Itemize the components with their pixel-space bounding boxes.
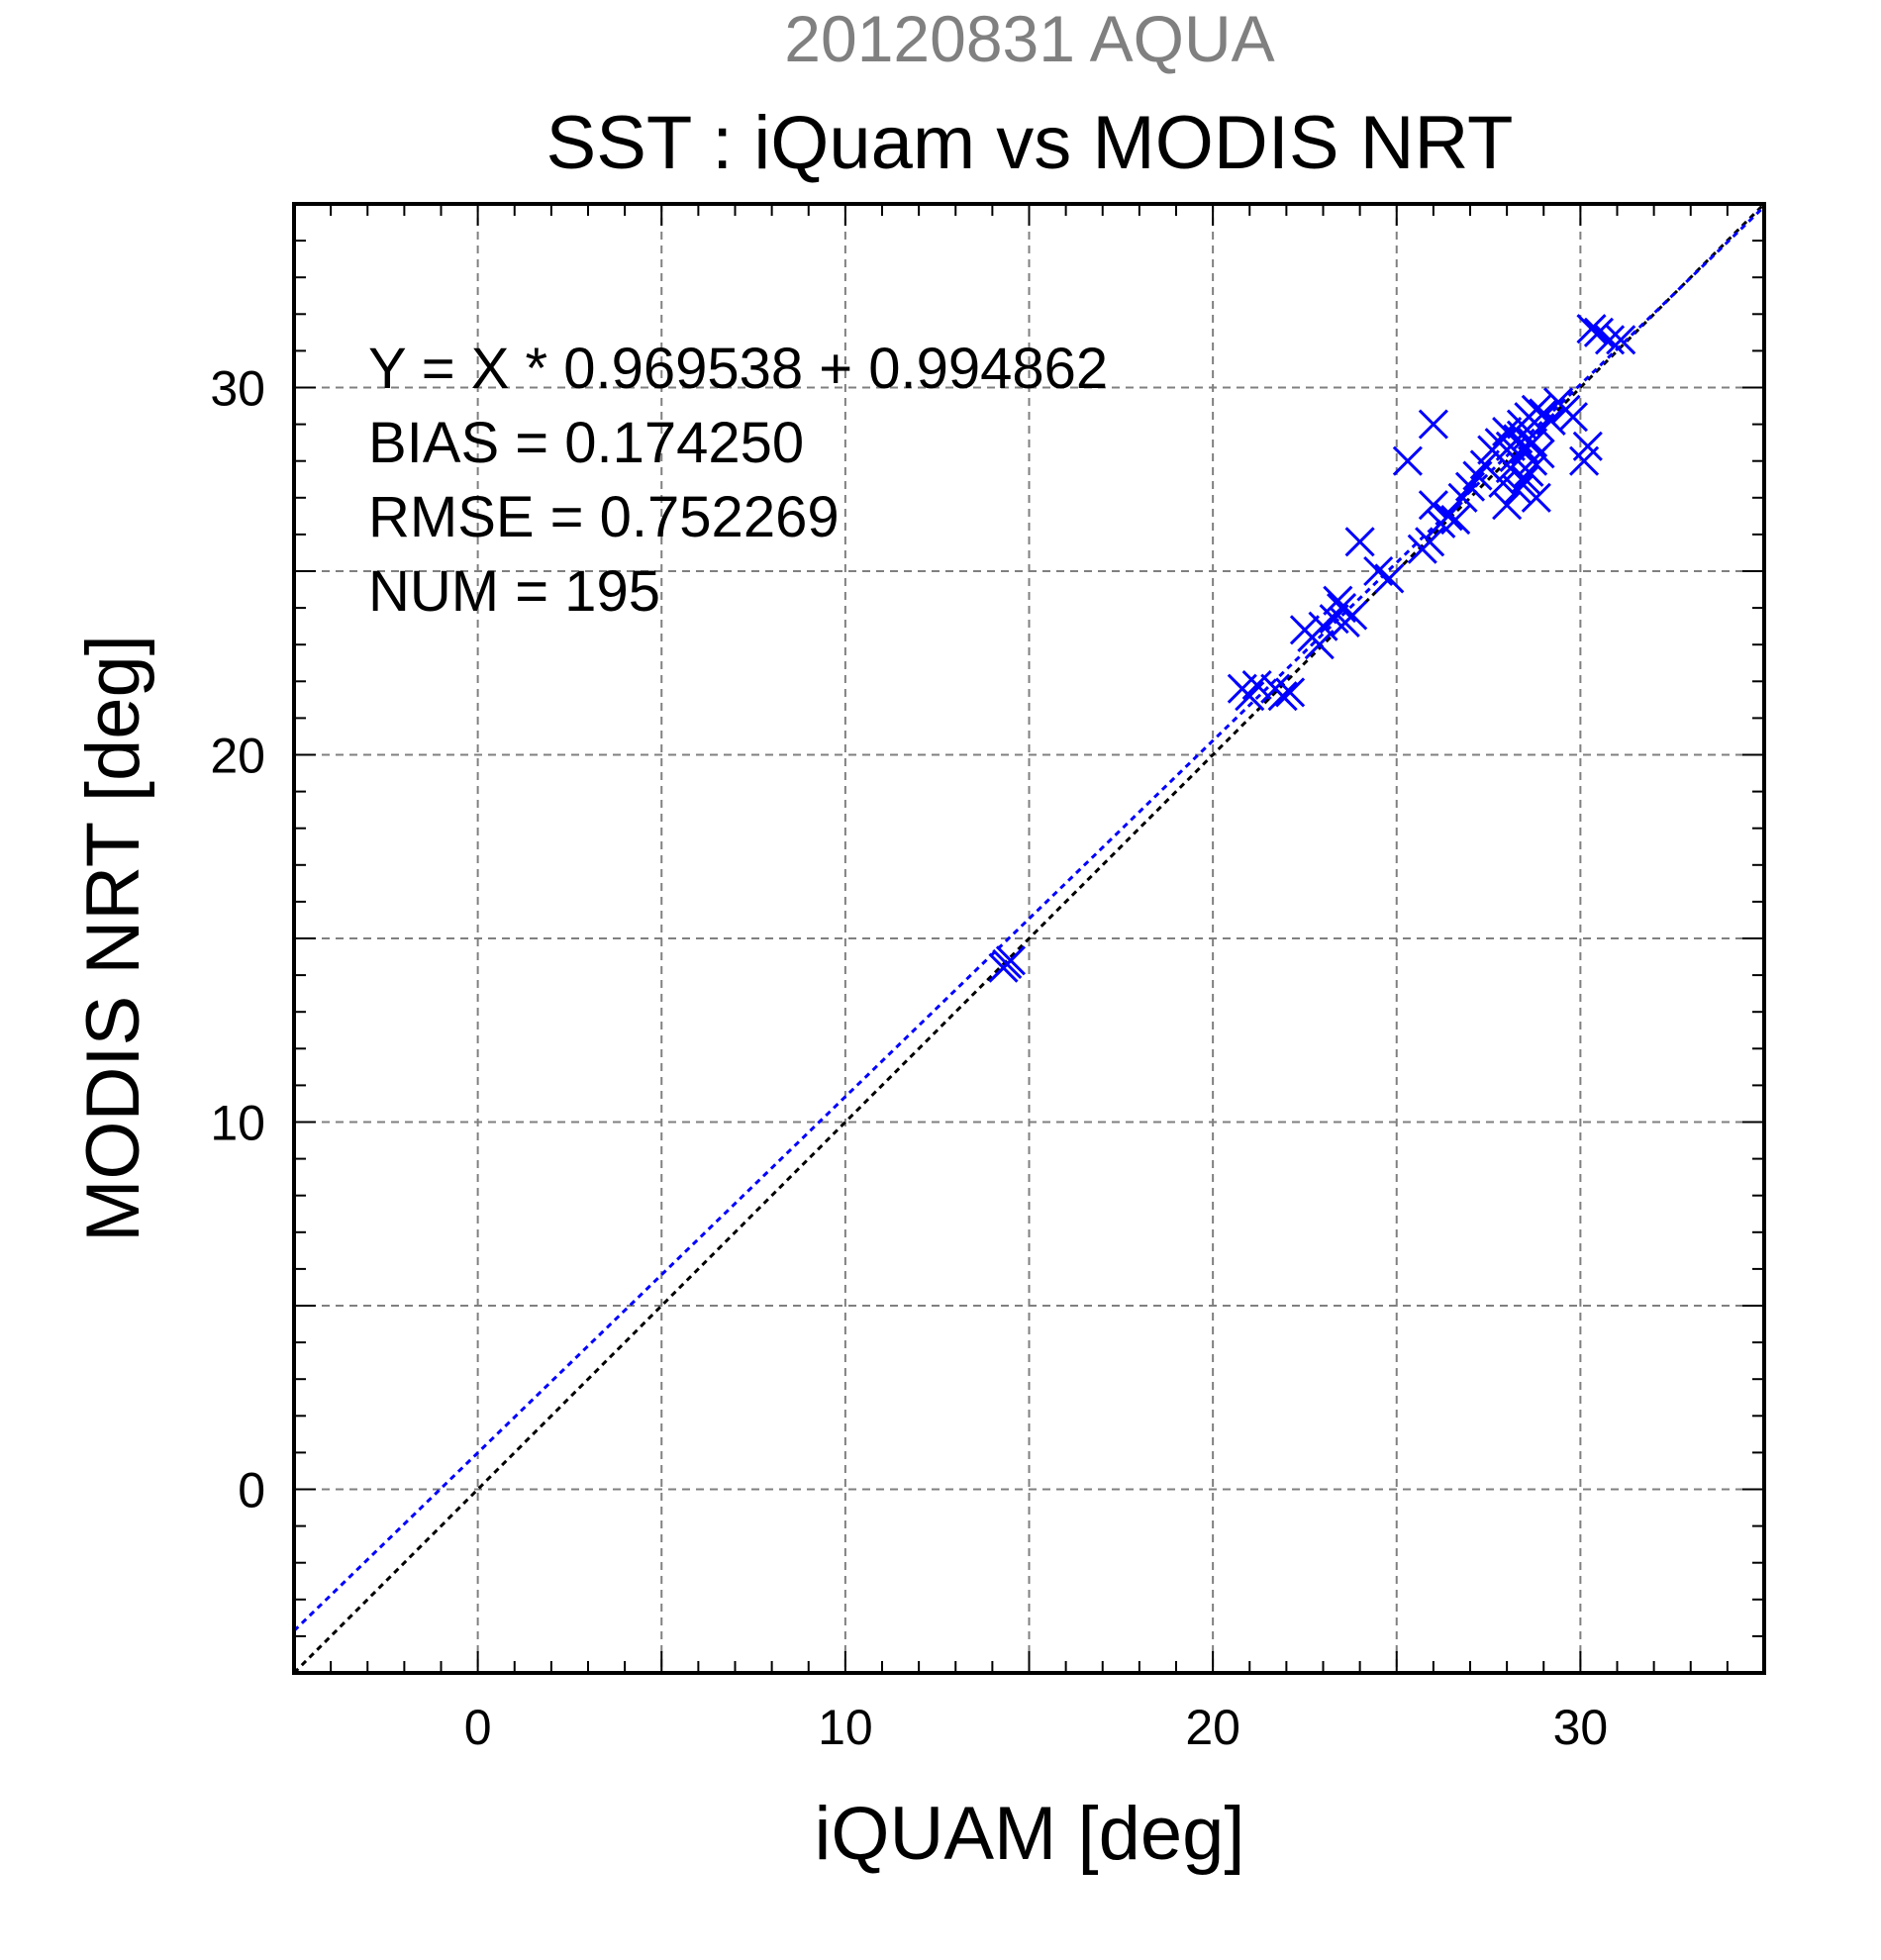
data-point-stroke <box>1506 420 1537 450</box>
data-point <box>1415 527 1445 557</box>
y-tick-label: 20 <box>210 729 265 784</box>
data-point <box>1606 325 1636 355</box>
data-point <box>1241 669 1272 701</box>
data-point-stroke <box>1337 600 1368 631</box>
data-point-stroke <box>1595 325 1626 355</box>
data-point <box>1557 402 1589 433</box>
y-axis-label: MODIS NRT [deg] <box>71 635 155 1242</box>
data-point-stroke <box>1374 563 1405 594</box>
data-point-stroke <box>1267 681 1298 712</box>
data-point-stroke <box>1415 527 1445 557</box>
statistics-block: Y = X * 0.969538 + 0.994862 BIAS = 0.174… <box>368 337 1108 624</box>
x-tick-label: 10 <box>818 1700 873 1755</box>
data-point <box>1267 681 1298 712</box>
stat-line-bias: BIAS = 0.174250 <box>368 411 804 475</box>
data-point-stroke <box>1576 314 1607 344</box>
data-point <box>1392 445 1423 476</box>
data-point <box>1595 325 1626 355</box>
data-point-stroke <box>1557 402 1589 433</box>
data-point-stroke <box>1521 394 1551 425</box>
chart-subtitle: SST : iQuam vs MODIS NRT <box>546 101 1514 185</box>
data-point-stroke <box>1535 405 1566 436</box>
data-point-stroke <box>1304 630 1335 660</box>
y-tick-label: 30 <box>210 361 265 417</box>
data-point <box>1418 409 1448 440</box>
x-tick-label: 0 <box>464 1700 492 1755</box>
data-point-stroke <box>1495 453 1526 484</box>
data-point <box>1514 456 1544 487</box>
data-points <box>988 314 1636 983</box>
data-point-stroke <box>1327 593 1357 624</box>
data-point-stroke <box>1241 669 1272 701</box>
data-point <box>1576 314 1607 344</box>
stat-line-fit: Y = X * 0.969538 + 0.994862 <box>368 337 1108 401</box>
data-point <box>1521 394 1551 425</box>
data-point-stroke <box>1606 325 1636 355</box>
data-point <box>1337 600 1368 631</box>
data-point <box>1521 482 1551 513</box>
data-point <box>1495 453 1526 484</box>
y-tick-label: 10 <box>210 1096 265 1151</box>
data-point-stroke <box>1418 409 1448 440</box>
stat-line-num: NUM = 195 <box>368 559 660 624</box>
data-point-stroke <box>1440 504 1471 536</box>
data-point-stroke <box>1514 456 1544 487</box>
stat-line-rmse: RMSE = 0.752269 <box>368 485 840 549</box>
fit-line <box>292 205 1766 1632</box>
data-point-stroke <box>1392 445 1423 476</box>
x-axis-label: iQUAM [deg] <box>814 1792 1244 1876</box>
x-tick-label: 30 <box>1553 1700 1609 1755</box>
data-point <box>1418 490 1448 521</box>
data-point <box>1440 504 1471 536</box>
data-point-stroke <box>1572 431 1603 461</box>
data-point <box>1304 630 1335 660</box>
data-point <box>1525 439 1555 469</box>
y-tick-label: 0 <box>238 1463 265 1519</box>
data-point-stroke <box>1418 490 1448 521</box>
data-point <box>1510 464 1540 495</box>
data-point-stroke <box>1521 482 1551 513</box>
tick-labels: 0 10 20 30 0 10 20 30 <box>210 361 1608 1756</box>
data-point <box>1492 490 1523 521</box>
data-point-stroke <box>1363 555 1394 587</box>
data-point-stroke <box>1525 439 1555 469</box>
data-point <box>1344 527 1375 557</box>
chart-title: 20120831 AQUA <box>784 2 1274 75</box>
data-point-stroke <box>1469 449 1500 480</box>
x-tick-label: 20 <box>1185 1700 1240 1755</box>
data-point-stroke <box>1492 416 1523 447</box>
plot-frame <box>292 202 1766 1675</box>
data-point <box>1374 563 1405 594</box>
data-point-stroke <box>1583 317 1614 347</box>
data-point-stroke <box>1433 501 1463 532</box>
data-point-stroke <box>1344 527 1375 557</box>
data-point-stroke <box>1275 677 1306 708</box>
data-point-stroke <box>1323 585 1353 616</box>
data-point-stroke <box>992 948 1023 980</box>
data-point <box>1572 431 1603 461</box>
data-point <box>1433 501 1463 532</box>
data-point-stroke <box>1492 490 1523 521</box>
data-point <box>1275 677 1306 708</box>
data-point <box>992 948 1023 980</box>
data-point-stroke <box>1510 464 1540 495</box>
